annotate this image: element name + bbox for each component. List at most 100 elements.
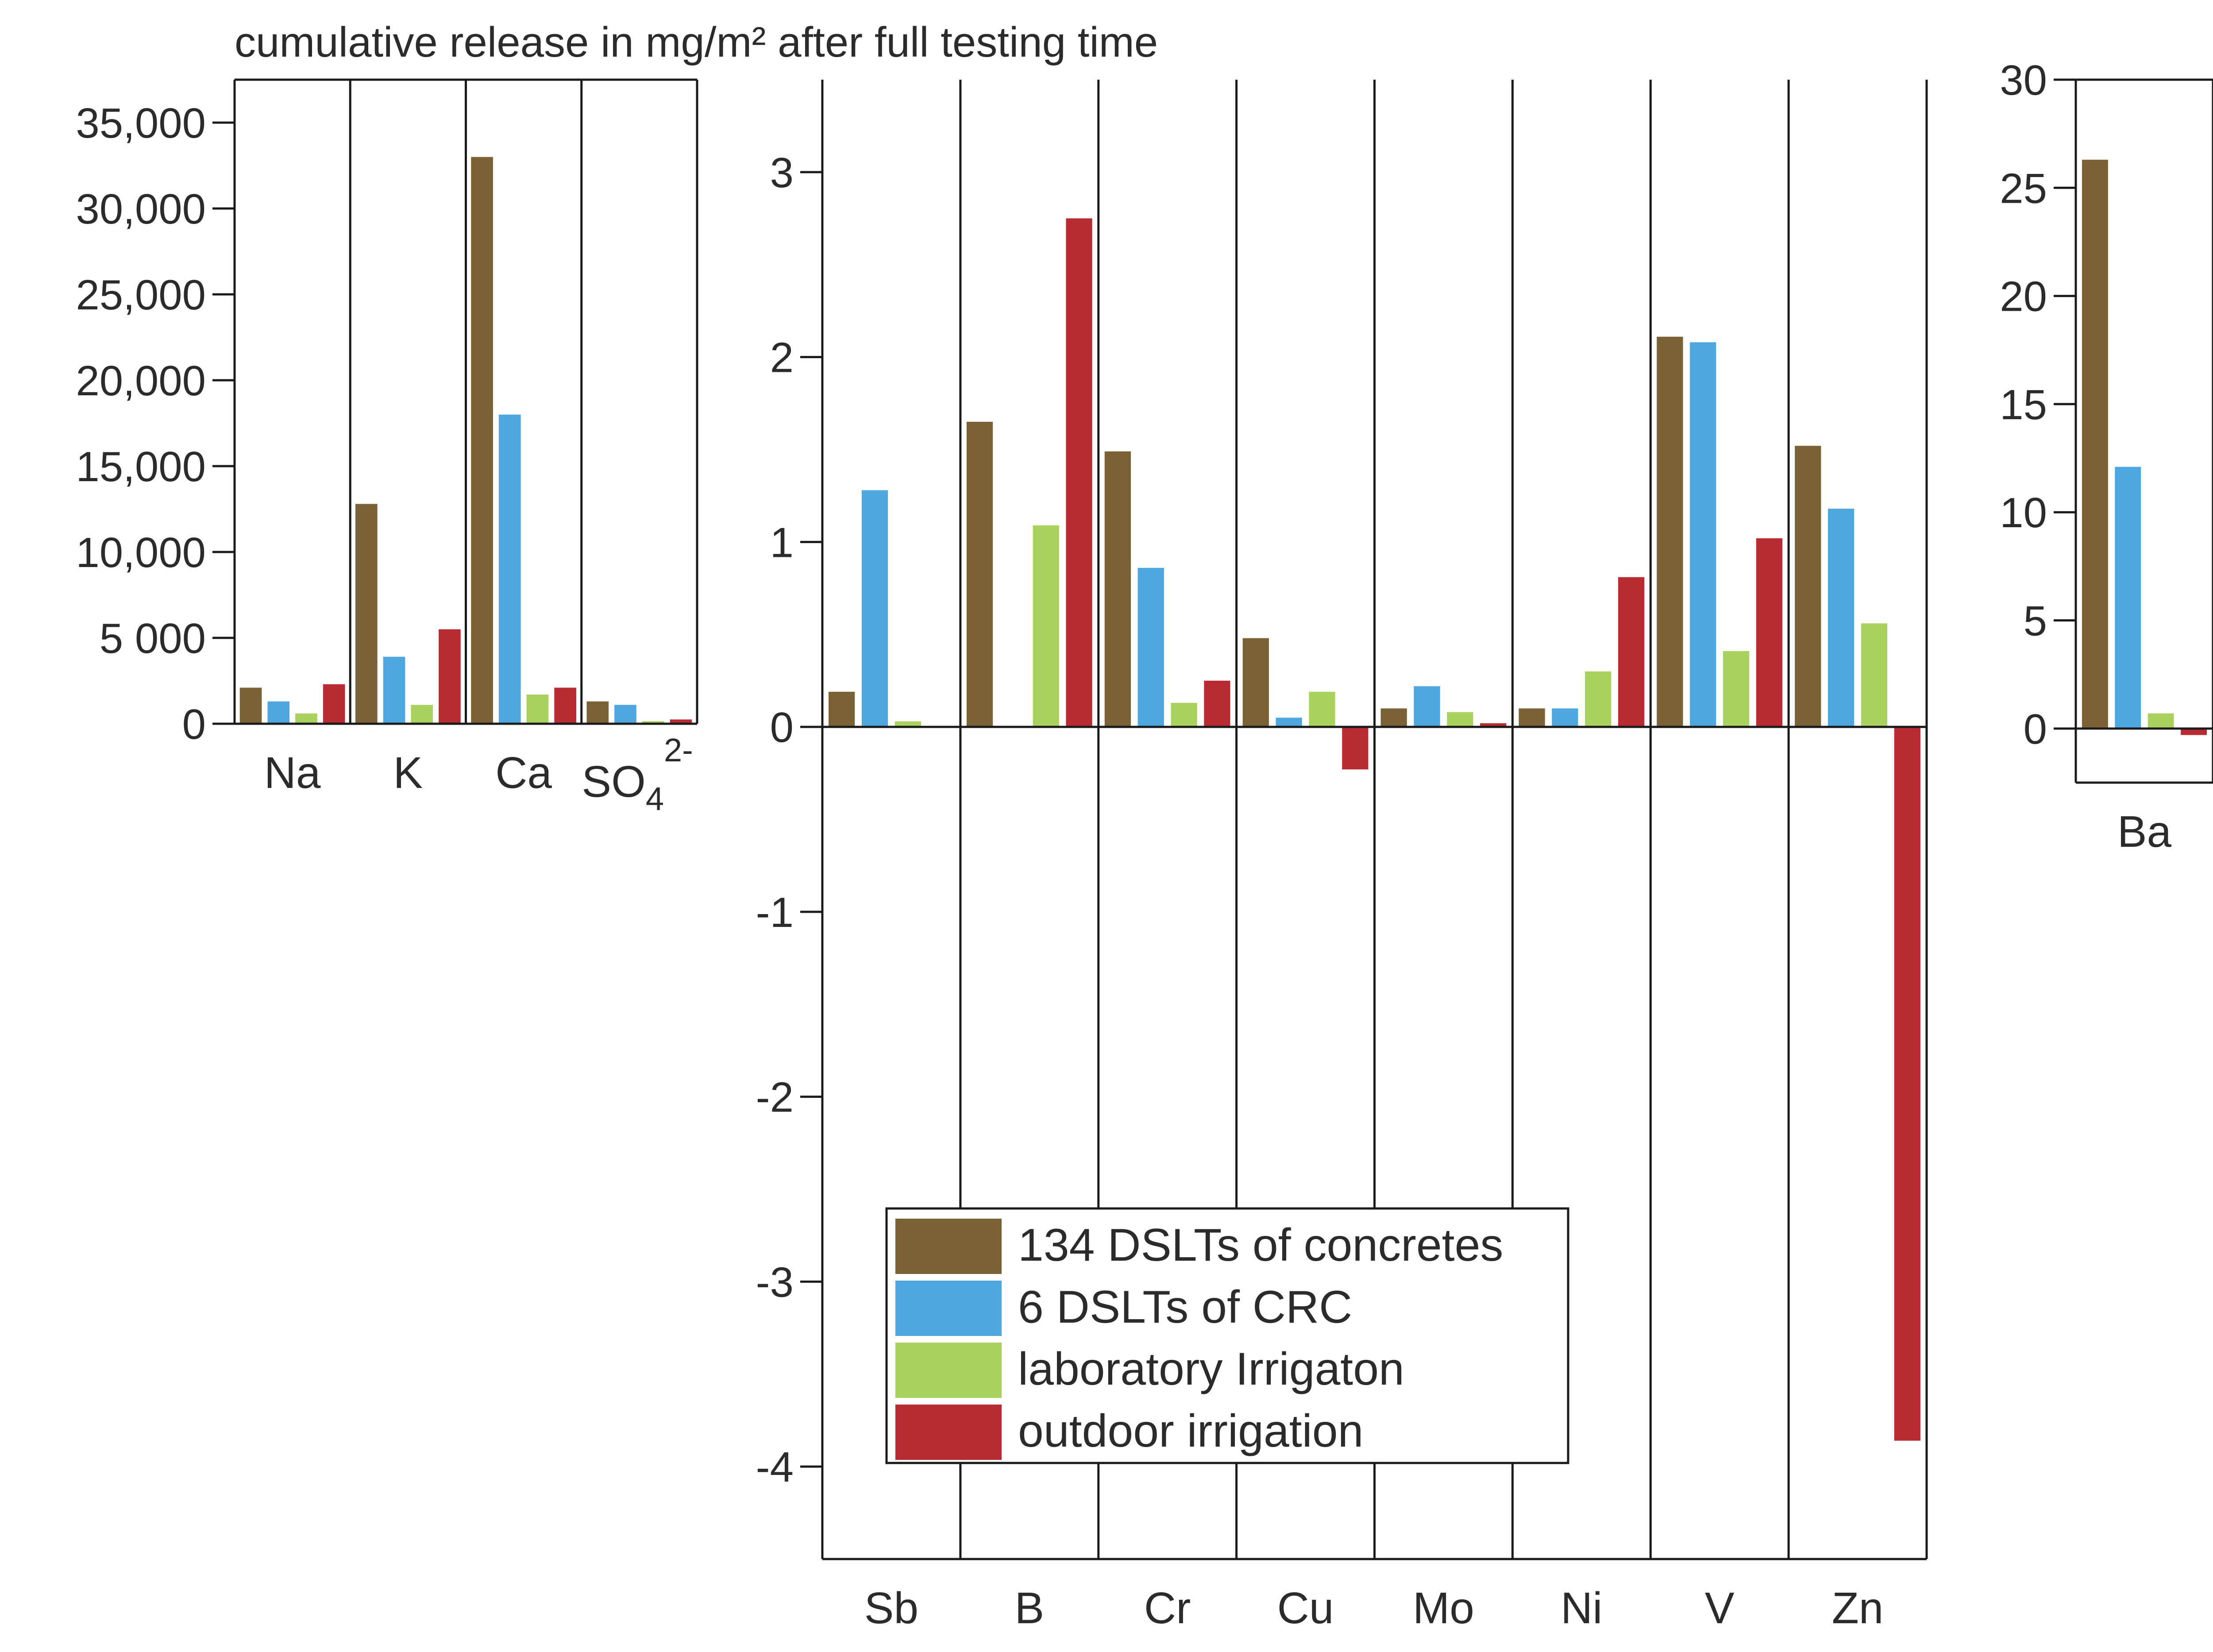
y-tick-label: 0 <box>182 701 206 748</box>
y-tick-label: 15,000 <box>76 443 206 490</box>
y-tick-label: 3 <box>770 149 794 197</box>
bar-trace-Sb-s1 <box>861 490 888 727</box>
bar-trace-Sb-s2 <box>894 721 921 727</box>
y-tick-label: 30 <box>2000 57 2047 104</box>
axes <box>212 78 2213 1560</box>
category-label: Sb <box>864 1583 918 1633</box>
category-label: V <box>1705 1583 1735 1633</box>
legend-swatch <box>895 1281 1002 1336</box>
bar-trace-Cr-s0 <box>1104 451 1131 727</box>
bar-trace-V-s0 <box>1657 336 1683 727</box>
bar-trace-Ni-s0 <box>1519 708 1545 727</box>
legend-label: 6 DSLTs of CRC <box>1018 1281 1352 1333</box>
y-tick-label: 5 <box>2024 598 2047 645</box>
bar-trace-Cr-s2 <box>1171 702 1197 727</box>
y-tick-label: 0 <box>770 704 794 751</box>
legend-label: laboratory Irrigaton <box>1018 1343 1404 1395</box>
y-tick-label: -3 <box>756 1258 794 1306</box>
y-tick-label: -4 <box>756 1444 794 1491</box>
legend-label: outdoor irrigation <box>1018 1405 1363 1457</box>
y-tick-label: 10,000 <box>76 529 206 576</box>
y-tick-label: 10 <box>2000 489 2047 537</box>
bar-trace-Cr-s1 <box>1137 567 1164 727</box>
bar-major-Na-s3 <box>323 684 345 724</box>
legend: 134 DSLTs of concretes 6 DSLTs of CRC labo… <box>885 1207 1569 1464</box>
y-tick-label: 20,000 <box>76 357 206 405</box>
y-tick-label: 0 <box>2024 706 2047 753</box>
bar-trace-Cr-s3 <box>1204 680 1230 727</box>
bar-barium-Ba-s1 <box>2115 467 2141 729</box>
bar-major-SO42--s3 <box>670 719 692 724</box>
bar-trace-Ni-s2 <box>1585 671 1612 727</box>
bar-major-Ca-s1 <box>498 414 521 724</box>
category-label: Ca <box>495 748 552 798</box>
bar-major-SO42--s0 <box>586 701 609 724</box>
bar-major-Ca-s0 <box>471 157 493 724</box>
bar-major-K-s3 <box>439 629 461 724</box>
bar-trace-Cu-s2 <box>1309 691 1335 727</box>
bar-marks <box>239 157 2207 1441</box>
bar-trace-Zn-s2 <box>1861 623 1888 727</box>
bar-trace-V-s1 <box>1690 342 1716 727</box>
category-label: B <box>1014 1583 1044 1633</box>
category-label: Ba <box>2117 807 2172 857</box>
y-tick-label: 25,000 <box>76 271 206 319</box>
category-label: Cu <box>1277 1583 1334 1633</box>
bar-trace-Cu-s3 <box>1342 727 1369 770</box>
y-tick-label: 2 <box>770 334 794 382</box>
bar-barium-Ba-s0 <box>2082 159 2108 729</box>
bar-trace-Ni-s3 <box>1618 577 1645 727</box>
category-label: SO42- <box>582 732 693 817</box>
chart-title: cumulative release in mg/m² after full t… <box>235 19 1158 66</box>
bar-trace-Zn-s1 <box>1828 509 1854 727</box>
bar-major-Ca-s3 <box>554 687 576 724</box>
bar-trace-Zn-s0 <box>1795 446 1821 727</box>
legend-swatch <box>895 1405 1002 1460</box>
bar-trace-Cu-s1 <box>1276 718 1302 727</box>
y-tick-label: 25 <box>2000 165 2047 212</box>
bar-major-Ca-s2 <box>526 695 549 724</box>
bar-trace-Mo-s0 <box>1380 708 1407 727</box>
bar-trace-V-s3 <box>1756 538 1783 727</box>
y-tick-label: -2 <box>756 1074 794 1121</box>
tick-labels: 0 5 000 10,000 15,000 20,000 25,000 30,000 35,0… <box>76 57 2171 1633</box>
y-tick-label: 5 000 <box>100 615 206 662</box>
bar-trace-V-s2 <box>1723 651 1750 727</box>
category-label: Zn <box>1832 1583 1884 1633</box>
bar-major-Na-s1 <box>267 701 290 724</box>
bar-trace-B-s0 <box>966 421 993 727</box>
bar-major-K-s2 <box>411 705 433 724</box>
bar-trace-Mo-s2 <box>1447 712 1473 727</box>
bar-major-K-s0 <box>355 504 378 724</box>
y-tick-label: -1 <box>756 889 794 936</box>
bar-barium-Ba-s2 <box>2147 713 2174 729</box>
bar-major-Na-s2 <box>295 713 317 724</box>
y-tick-label: 20 <box>2000 273 2047 320</box>
bar-trace-Mo-s1 <box>1414 686 1440 727</box>
category-label: Cr <box>1144 1583 1191 1633</box>
bar-trace-Cu-s0 <box>1242 638 1269 727</box>
bar-major-K-s1 <box>383 656 405 724</box>
legend-label: 134 DSLTs of concretes <box>1018 1220 1503 1271</box>
bar-trace-Sb-s0 <box>829 691 855 727</box>
legend-swatch <box>895 1343 1002 1398</box>
bar-trace-B-s2 <box>1033 525 1059 727</box>
bar-trace-Mo-s3 <box>1480 723 1507 727</box>
bar-barium-Ba-s3 <box>2181 728 2207 735</box>
bar-major-Na-s0 <box>239 687 262 724</box>
y-tick-label: 1 <box>770 519 794 566</box>
category-label: K <box>393 748 423 798</box>
y-tick-label: 35,000 <box>76 100 206 147</box>
category-label: Ni <box>1561 1583 1602 1633</box>
bar-trace-Zn-s3 <box>1894 727 1920 1441</box>
bar-trace-Ni-s1 <box>1552 708 1578 727</box>
y-tick-label: 15 <box>2000 381 2047 428</box>
bar-trace-B-s3 <box>1066 218 1092 727</box>
category-label: Mo <box>1413 1583 1474 1633</box>
y-tick-label: 30,000 <box>76 185 206 233</box>
bar-major-SO42--s1 <box>614 705 636 724</box>
category-label: Na <box>264 748 321 798</box>
panel-frames <box>349 80 1790 1559</box>
legend-swatch <box>895 1219 1002 1274</box>
